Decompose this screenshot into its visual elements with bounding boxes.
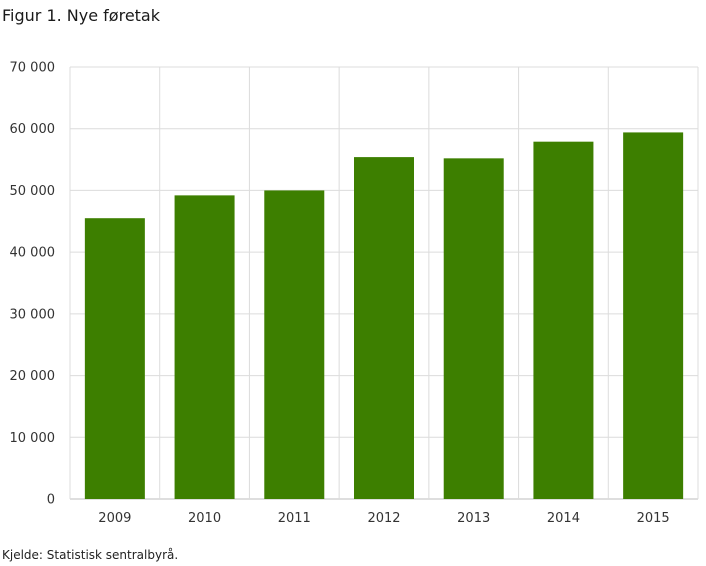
y-tick-label: 20 000 — [10, 369, 56, 384]
x-tick-label: 2011 — [278, 511, 311, 526]
bar — [623, 132, 684, 499]
y-tick-label: 30 000 — [10, 307, 56, 322]
x-tick-label: 2009 — [98, 511, 131, 526]
bar-layer — [84, 132, 684, 500]
x-tick-label: 2010 — [188, 511, 221, 526]
bar-chart: 0 10 000 20 000 30 000 40 000 50 000 60 000 70 … — [10, 61, 699, 526]
bar — [264, 190, 325, 499]
x-tick-label: 2012 — [367, 511, 400, 526]
y-tick-label: 0 — [47, 493, 55, 508]
bar — [533, 141, 594, 499]
x-axis-ticks: 2009 2010 2011 2012 2013 2014 2015 — [98, 511, 669, 526]
y-tick-label: 10 000 — [10, 431, 56, 446]
bar — [174, 195, 235, 499]
bar — [84, 218, 145, 499]
bar — [354, 157, 414, 500]
x-tick-label: 2013 — [457, 511, 490, 526]
y-tick-label: 60 000 — [10, 122, 56, 137]
x-tick-label: 2014 — [547, 511, 580, 526]
y-axis-ticks: 0 10 000 20 000 30 000 40 000 50 000 60 000 70 … — [10, 61, 56, 508]
x-tick-label: 2015 — [637, 511, 670, 526]
y-tick-label: 50 000 — [10, 184, 56, 199]
chart-title: Figur 1. Nye føretak — [2, 6, 160, 25]
y-tick-label: 40 000 — [10, 246, 56, 261]
bar — [443, 158, 504, 499]
source-note: Kjelde: Statistisk sentralbyrå. — [2, 548, 179, 562]
y-tick-label: 70 000 — [10, 61, 56, 76]
